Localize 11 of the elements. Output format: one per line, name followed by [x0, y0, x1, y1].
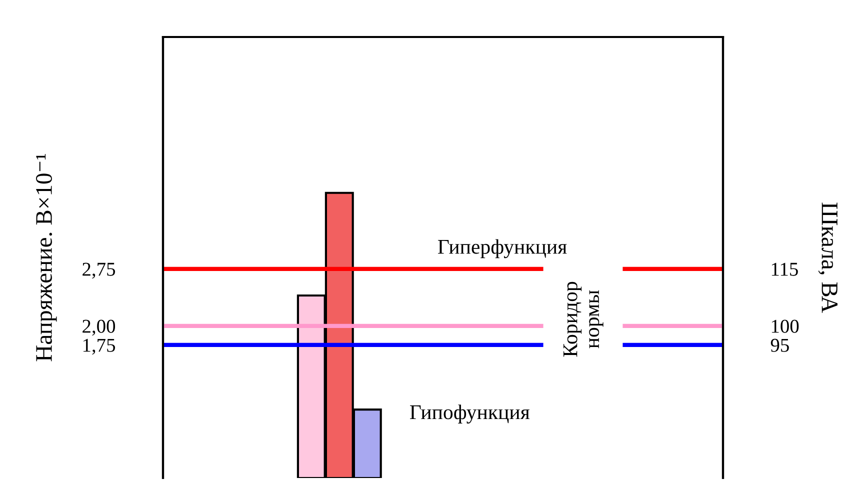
y2-tick-label: 95	[770, 338, 789, 352]
annotation: Гиперфункция	[438, 239, 567, 258]
y2-axis-title: Шкала, ВА	[818, 202, 838, 313]
y2-tick-label: 115	[772, 262, 798, 276]
y-tick-label: 2,00	[82, 320, 116, 336]
annotation: Гипофункция	[410, 404, 530, 424]
y2-tick-label: 100	[772, 320, 799, 333]
y-axis-title: Напряжение. В×10⁻¹	[36, 154, 57, 362]
y-tick-label: 2,75	[82, 262, 116, 279]
y-tick-label: 1,75	[83, 338, 116, 355]
annotation: Коридор нормы	[563, 282, 604, 357]
